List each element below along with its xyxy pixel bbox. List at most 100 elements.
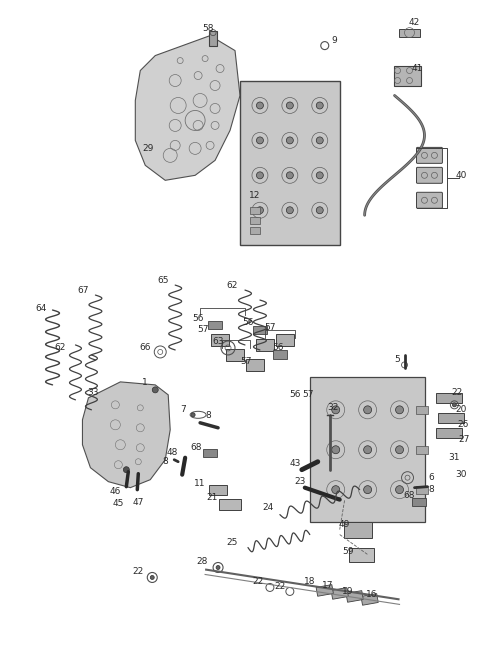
Text: 21: 21: [206, 493, 218, 502]
Bar: [310, 377, 425, 522]
Text: 68: 68: [191, 443, 202, 452]
Text: 57: 57: [240, 358, 252, 366]
Text: 57: 57: [264, 324, 276, 333]
Circle shape: [316, 137, 323, 144]
Bar: [361, 593, 378, 605]
Text: 19: 19: [342, 587, 353, 596]
Text: 64: 64: [35, 303, 46, 312]
Text: 56: 56: [272, 343, 284, 352]
Text: 46: 46: [109, 487, 121, 496]
Text: 11: 11: [194, 479, 206, 488]
Circle shape: [287, 207, 293, 214]
Bar: [240, 81, 340, 245]
Polygon shape: [83, 382, 170, 488]
Bar: [346, 591, 363, 602]
Bar: [273, 350, 287, 360]
Text: 8: 8: [429, 485, 434, 494]
Text: 57: 57: [197, 326, 209, 335]
Circle shape: [364, 406, 372, 414]
Bar: [417, 406, 429, 414]
Bar: [246, 359, 264, 371]
Circle shape: [287, 137, 293, 144]
Text: 66: 66: [140, 343, 151, 352]
Text: 8: 8: [162, 457, 168, 466]
Text: 42: 42: [409, 18, 420, 27]
Bar: [209, 31, 217, 46]
Bar: [412, 498, 426, 506]
Text: 26: 26: [457, 421, 469, 429]
Text: 22: 22: [132, 567, 144, 576]
Bar: [394, 66, 421, 86]
Circle shape: [316, 172, 323, 179]
Text: 32: 32: [327, 403, 338, 413]
Circle shape: [256, 207, 264, 214]
Circle shape: [452, 403, 456, 407]
FancyBboxPatch shape: [417, 193, 443, 208]
Bar: [344, 521, 372, 538]
Circle shape: [150, 576, 154, 580]
Text: 33: 33: [88, 388, 99, 398]
Circle shape: [316, 102, 323, 109]
Text: 57: 57: [302, 390, 313, 400]
Circle shape: [123, 467, 129, 473]
Bar: [211, 334, 229, 346]
Circle shape: [396, 446, 404, 454]
Text: 48: 48: [167, 448, 178, 457]
Bar: [436, 393, 462, 403]
Text: 29: 29: [143, 144, 154, 153]
Circle shape: [332, 485, 340, 494]
Circle shape: [287, 102, 293, 109]
Text: 62: 62: [55, 343, 66, 352]
Text: 18: 18: [304, 577, 315, 586]
Circle shape: [256, 102, 264, 109]
Circle shape: [332, 406, 340, 414]
Bar: [417, 485, 429, 494]
Text: 28: 28: [196, 557, 208, 566]
Circle shape: [316, 207, 323, 214]
Bar: [250, 227, 260, 234]
Bar: [349, 548, 374, 561]
Bar: [208, 320, 222, 329]
Bar: [398, 29, 420, 37]
Text: 22: 22: [274, 582, 286, 591]
Polygon shape: [135, 35, 240, 180]
Text: 65: 65: [157, 276, 169, 285]
Text: 22: 22: [252, 577, 264, 586]
Text: 17: 17: [322, 581, 334, 590]
Bar: [253, 326, 267, 335]
Circle shape: [191, 413, 195, 417]
Bar: [209, 485, 227, 495]
Bar: [203, 449, 217, 457]
FancyBboxPatch shape: [417, 147, 443, 163]
Text: 41: 41: [412, 64, 423, 73]
Text: 24: 24: [262, 503, 274, 512]
Text: 20: 20: [456, 405, 467, 415]
Bar: [417, 446, 429, 454]
Bar: [438, 413, 464, 422]
Bar: [219, 499, 241, 510]
Text: 5: 5: [395, 356, 400, 364]
Circle shape: [152, 387, 158, 393]
Text: 47: 47: [132, 498, 144, 507]
Text: 67: 67: [78, 286, 89, 295]
Circle shape: [287, 172, 293, 179]
Text: 23: 23: [294, 477, 305, 486]
Text: 22: 22: [452, 388, 463, 398]
Circle shape: [256, 172, 264, 179]
Circle shape: [364, 446, 372, 454]
Text: 43: 43: [289, 459, 300, 468]
Text: 49: 49: [339, 520, 350, 529]
Text: 59: 59: [342, 547, 353, 556]
Text: 63: 63: [212, 337, 224, 346]
Text: 62: 62: [227, 280, 238, 290]
Circle shape: [396, 485, 404, 494]
Text: 25: 25: [227, 538, 238, 547]
Bar: [316, 585, 334, 596]
Circle shape: [396, 406, 404, 414]
Bar: [256, 339, 274, 351]
Text: 58: 58: [203, 24, 214, 33]
Text: 56: 56: [289, 390, 300, 400]
Text: 30: 30: [456, 470, 467, 479]
Bar: [250, 217, 260, 224]
Text: 7: 7: [180, 405, 186, 415]
